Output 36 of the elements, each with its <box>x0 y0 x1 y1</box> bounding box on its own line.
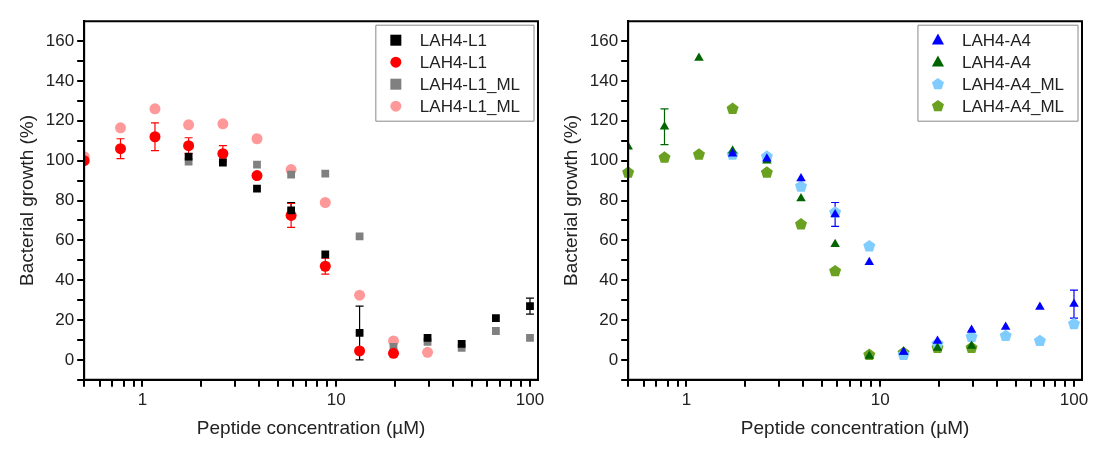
y-tick-label: 120 <box>589 110 619 130</box>
x-tick-label: 10 <box>326 389 346 409</box>
y-tick-label: 100 <box>589 150 619 170</box>
x-axis-title: Peptide concentration (µM) <box>740 416 970 438</box>
y-axis-title: Bacterial growth (%) <box>559 114 581 287</box>
y-tick-label: 40 <box>55 269 75 289</box>
legend-label: LAH4-L1 <box>419 52 487 72</box>
y-tick-label: 140 <box>45 70 75 90</box>
y-tick-label: 0 <box>64 349 75 369</box>
y-tick-label: 100 <box>45 150 75 170</box>
x-axis-title: Peptide concentration (µM) <box>196 416 426 438</box>
legend-label: LAH4-A4 <box>961 30 1031 50</box>
legend-label: LAH4-L1_ML <box>419 74 521 94</box>
y-tick-label: 60 <box>55 230 75 250</box>
x-tick-label: 1 <box>681 389 692 409</box>
y-tick-label: 140 <box>589 70 619 90</box>
x-tick-label: 10 <box>870 389 890 409</box>
legend-label: LAH4-L1_ML <box>419 96 521 116</box>
y-tick-label: 80 <box>55 190 75 210</box>
y-tick-label: 120 <box>45 110 75 130</box>
y-tick-label: 20 <box>599 309 619 329</box>
y-tick-label: 80 <box>599 190 619 210</box>
y-tick-label: 160 <box>45 30 75 50</box>
x-tick-label: 1 <box>137 389 148 409</box>
legend-label: LAH4-A4_ML <box>961 96 1065 116</box>
legend-label: LAH4-A4 <box>961 52 1031 72</box>
y-tick-label: 0 <box>608 349 619 369</box>
x-tick-label: 100 <box>515 389 545 409</box>
legend-label: LAH4-A4_ML <box>961 74 1065 94</box>
y-axis-title: Bacterial growth (%) <box>15 114 37 287</box>
x-tick-label: 100 <box>1059 389 1089 409</box>
legend-label: LAH4-L1 <box>419 30 487 50</box>
y-tick-label: 40 <box>599 269 619 289</box>
y-tick-label: 60 <box>599 230 619 250</box>
y-tick-label: 20 <box>55 309 75 329</box>
y-tick-label: 160 <box>589 30 619 50</box>
